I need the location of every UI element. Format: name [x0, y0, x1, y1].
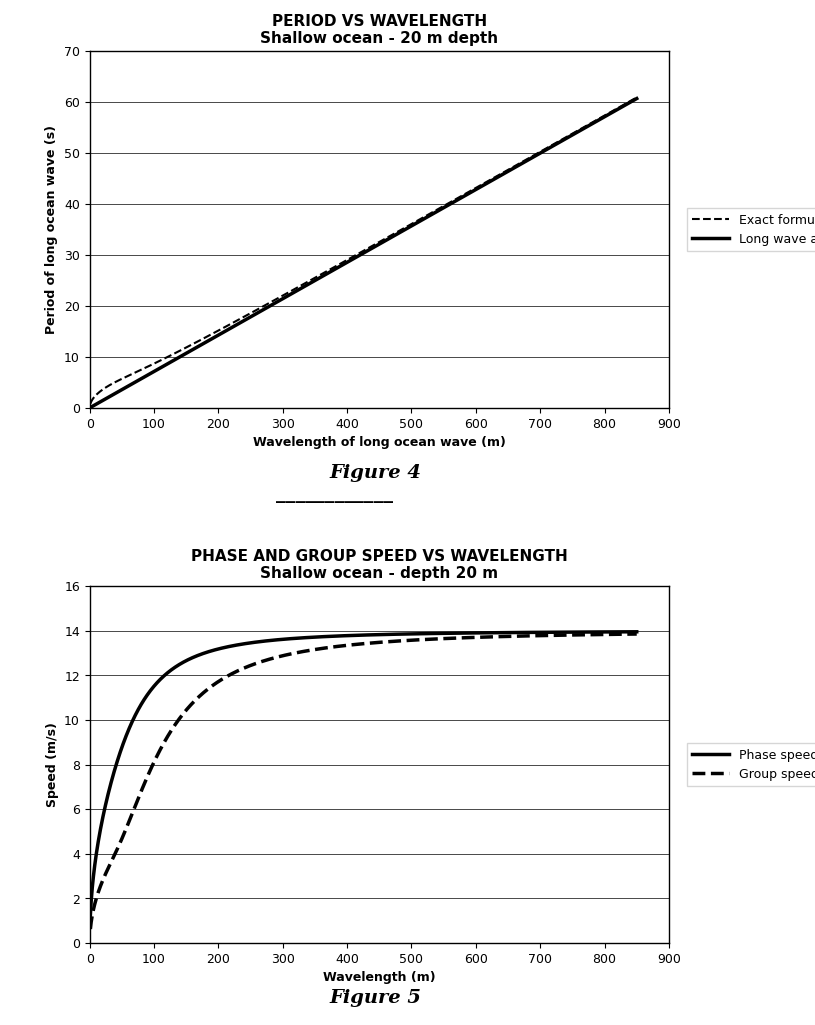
Line: Long wave approx.: Long wave approx. — [90, 98, 637, 408]
Exact formula — [337, 257, 346, 270]
Phase speed — [615, 626, 625, 639]
Exact formula — [86, 398, 95, 410]
Long wave approx. — [515, 158, 525, 170]
Long wave approx. — [113, 385, 123, 398]
Phase speed — [615, 626, 625, 639]
Phase speed — [86, 909, 95, 921]
Group speed — [632, 628, 641, 641]
Text: ____________: ____________ — [275, 485, 393, 503]
Y-axis label: Speed (m/s): Speed (m/s) — [46, 723, 59, 807]
Group speed — [86, 922, 95, 935]
Title: PERIOD VS WAVELENGTH
Shallow ocean - 20 m depth: PERIOD VS WAVELENGTH Shallow ocean - 20 … — [260, 13, 498, 46]
Exact formula — [615, 100, 625, 113]
Group speed — [350, 639, 360, 651]
Phase speed — [350, 629, 360, 642]
Legend: Exact formula, Long wave approx.: Exact formula, Long wave approx. — [686, 208, 815, 251]
Long wave approx. — [337, 259, 346, 272]
Phase speed — [337, 629, 346, 642]
Text: ____________: ____________ — [275, 1010, 393, 1025]
Long wave approx. — [615, 101, 625, 114]
Text: Figure 4: Figure 4 — [329, 464, 421, 483]
Exact formula — [515, 157, 525, 169]
Long wave approx. — [350, 251, 360, 263]
Y-axis label: Period of long ocean wave (s): Period of long ocean wave (s) — [46, 125, 59, 334]
Line: Phase speed: Phase speed — [90, 631, 637, 915]
Exact formula — [350, 249, 360, 261]
Exact formula — [615, 100, 625, 113]
Group speed — [113, 840, 123, 853]
Exact formula — [632, 91, 641, 104]
Group speed — [515, 630, 525, 643]
Phase speed — [113, 752, 123, 765]
Text: Figure 5: Figure 5 — [329, 989, 421, 1008]
Legend: Phase speed, Group speed: Phase speed, Group speed — [686, 743, 815, 786]
Long wave approx. — [632, 92, 641, 105]
Exact formula — [113, 374, 123, 386]
Phase speed — [515, 626, 525, 639]
Phase speed — [632, 625, 641, 638]
X-axis label: Wavelength of long ocean wave (m): Wavelength of long ocean wave (m) — [253, 437, 505, 449]
Line: Exact formula: Exact formula — [90, 97, 637, 404]
Group speed — [615, 628, 625, 641]
Group speed — [615, 628, 625, 641]
Group speed — [337, 640, 346, 652]
Long wave approx. — [615, 101, 625, 114]
Long wave approx. — [86, 402, 95, 414]
Title: PHASE AND GROUP SPEED VS WAVELENGTH
Shallow ocean - depth 20 m: PHASE AND GROUP SPEED VS WAVELENGTH Shal… — [191, 548, 567, 581]
Line: Group speed: Group speed — [90, 634, 637, 929]
X-axis label: Wavelength (m): Wavelength (m) — [323, 972, 435, 984]
